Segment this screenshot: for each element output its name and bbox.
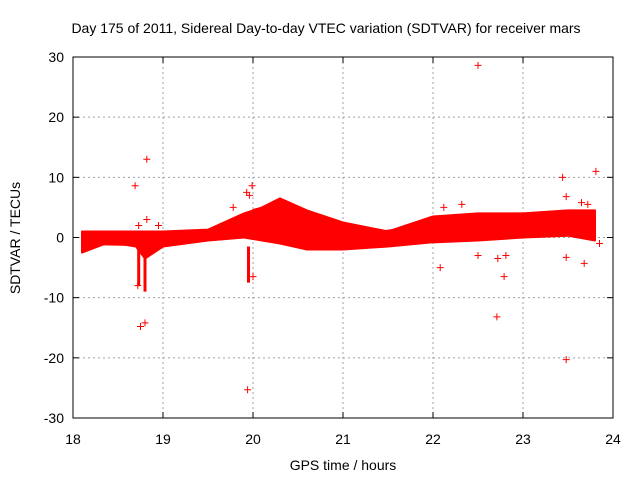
x-tick-label: 21 (335, 431, 351, 447)
y-tick-label: 0 (56, 230, 64, 246)
data-point (474, 252, 482, 260)
x-axis-label: GPS time / hours (290, 457, 397, 473)
data-point (592, 167, 600, 175)
data-point (143, 215, 151, 223)
data-point (436, 264, 444, 272)
data-point (578, 199, 585, 207)
data-point (249, 273, 257, 281)
data-lines (81, 202, 596, 247)
scatter-points (131, 61, 603, 394)
y-tick-label: -10 (44, 290, 64, 306)
data-point (562, 356, 570, 364)
trace-line (189, 214, 596, 237)
data-point (494, 255, 502, 263)
data-point (131, 182, 139, 190)
data-point (474, 61, 482, 69)
data-point (596, 240, 603, 248)
data-point (137, 323, 144, 331)
y-tick-label: 20 (48, 109, 64, 125)
trace-line (81, 220, 596, 247)
data-point (580, 259, 588, 267)
data-point (248, 182, 256, 190)
x-tick-label: 19 (155, 431, 171, 447)
x-tick-label: 24 (605, 431, 621, 447)
data-point (155, 221, 162, 229)
data-point (134, 282, 142, 290)
data-point (143, 155, 151, 163)
dense-band (81, 197, 596, 260)
data-point (229, 203, 237, 211)
data-point (244, 386, 252, 394)
data-point (135, 221, 143, 229)
trace-line (252, 202, 389, 236)
data-point (502, 252, 510, 260)
data-spikes (137, 237, 250, 292)
y-tick-label: -20 (44, 350, 64, 366)
y-tick-label: -30 (44, 410, 64, 426)
x-tick-label: 20 (245, 431, 261, 447)
data-point (245, 191, 253, 199)
data-point (458, 200, 466, 208)
data-point (562, 193, 570, 201)
data-band (81, 197, 596, 260)
y-axis-label: SDTVAR / TECUs (7, 182, 23, 294)
data-point (141, 319, 149, 327)
y-tick-label: 10 (48, 169, 64, 185)
data-point (584, 200, 592, 208)
data-point (493, 313, 501, 321)
data-point (559, 173, 567, 181)
data-point (500, 273, 508, 281)
axis-ticks: 18 19 20 21 22 23 24 -30 -20 -10 0 10 20 30 (44, 49, 621, 447)
data-point (440, 203, 448, 211)
x-tick-label: 23 (515, 431, 531, 447)
y-tick-label: 30 (48, 49, 64, 65)
x-tick-label: 18 (65, 431, 81, 447)
data-point (562, 253, 570, 261)
x-tick-label: 22 (425, 431, 441, 447)
chart-title: Day 175 of 2011, Sidereal Day-to-day VTE… (71, 20, 580, 36)
